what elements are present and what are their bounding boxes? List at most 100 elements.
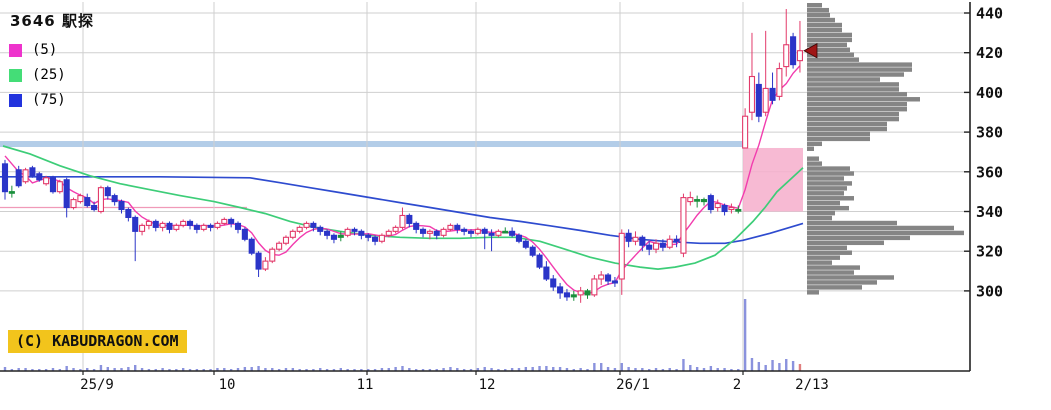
- candle-body: [522, 240, 529, 248]
- volume-bar: [106, 367, 109, 371]
- ma25-legend-label: (25): [32, 67, 66, 83]
- volume-bar: [401, 366, 404, 371]
- candle-body: [694, 199, 701, 202]
- candle-body: [241, 228, 248, 240]
- volume-bar: [24, 368, 27, 371]
- candlesticks-layer: [1, 9, 803, 303]
- candle-body: [659, 242, 666, 248]
- candle-body: [680, 197, 687, 254]
- volume-bar: [476, 368, 480, 371]
- volume-bar: [284, 368, 288, 371]
- volume-bar: [504, 369, 507, 371]
- volume-bar: [216, 368, 219, 371]
- candle-body: [159, 222, 166, 228]
- volume-bar: [3, 367, 7, 371]
- volume-bar: [702, 368, 706, 371]
- candle-body: [303, 222, 310, 228]
- volume-bar: [140, 368, 144, 371]
- volume-bar: [675, 369, 678, 371]
- candle-body: [262, 260, 269, 270]
- volume-bar: [387, 368, 390, 371]
- volume-bar: [538, 366, 541, 371]
- candle-body: [344, 228, 351, 236]
- candle-body: [145, 220, 152, 226]
- volume-bar: [99, 365, 103, 371]
- volume-bar: [695, 367, 699, 371]
- volume-profile-row: [807, 280, 877, 285]
- candle-body: [796, 50, 803, 62]
- volume-bar: [490, 368, 493, 371]
- x-axis-labels: 25/9 10 11 12 26/1 2 2/13: [80, 371, 829, 393]
- volume-bar: [449, 367, 452, 371]
- volume-profile-row: [807, 255, 840, 260]
- volume-bar: [785, 359, 788, 371]
- candle-body: [56, 181, 63, 193]
- candle-body: [413, 222, 420, 230]
- volume-bar: [44, 369, 48, 371]
- legend-item-ma75: (75): [9, 92, 66, 108]
- candle-body: [399, 214, 406, 228]
- volume-bar: [346, 369, 349, 371]
- volume-bar: [600, 363, 603, 371]
- volume-profile-row: [807, 270, 854, 275]
- volume-bar: [17, 368, 20, 371]
- candle-body: [118, 201, 125, 211]
- ma75-legend-swatch: [9, 93, 22, 107]
- x-axis-label: 2: [733, 377, 741, 393]
- volume-profile-row: [807, 12, 830, 18]
- volume-profile-row: [807, 186, 847, 191]
- volume-profile-row: [807, 87, 899, 92]
- volume-profile-row: [807, 166, 850, 171]
- volume-profile-row: [807, 7, 829, 13]
- volume-bar: [373, 369, 377, 371]
- candle-body: [605, 274, 612, 282]
- candle-body: [1, 163, 9, 193]
- candle-body: [351, 228, 358, 232]
- candle-body: [639, 236, 646, 246]
- candle-body: [15, 169, 22, 187]
- candle-body: [330, 234, 337, 240]
- volume-bar: [456, 368, 459, 371]
- candle-body: [433, 230, 440, 236]
- volume-bar: [312, 369, 315, 371]
- legend-item-ma25: (25): [9, 67, 66, 83]
- volume-profile-row: [807, 3, 822, 8]
- volume-bar: [175, 369, 178, 371]
- volume-bar: [367, 369, 370, 371]
- volume-bar: [798, 364, 802, 371]
- volume-bar: [10, 369, 14, 371]
- volume-bar: [168, 369, 171, 371]
- candle-body: [77, 195, 84, 203]
- date-gridlines: [82, 2, 744, 371]
- volume-bar: [161, 368, 164, 371]
- volume-bar: [558, 367, 562, 371]
- volume-bar: [682, 359, 685, 371]
- candle-body: [652, 242, 660, 250]
- volume-bar: [620, 363, 623, 371]
- candle-body: [406, 214, 413, 224]
- volume-bar: [380, 368, 384, 371]
- candle-body: [783, 44, 790, 68]
- volume-bar: [339, 368, 342, 371]
- volume-profile-row: [807, 196, 854, 201]
- volume-profile-row: [807, 176, 844, 181]
- volume-pane: [3, 299, 802, 371]
- volume-bar: [360, 369, 363, 371]
- volume-profile-row: [807, 52, 854, 57]
- candle-body: [419, 228, 427, 234]
- volume-bar: [791, 361, 795, 371]
- volume-bar: [606, 367, 610, 371]
- candle-body: [646, 244, 653, 250]
- volume-profile-row: [807, 37, 852, 43]
- resistance-band: [0, 141, 743, 148]
- volume-bar: [229, 369, 233, 371]
- candle-body: [529, 246, 536, 256]
- volume-bar: [51, 368, 55, 371]
- volume-bar: [613, 368, 617, 371]
- volume-profile-row: [807, 220, 897, 226]
- volume-profile-row: [807, 22, 842, 28]
- chart-title: 3646 駅探: [10, 12, 94, 30]
- volume-bar: [552, 367, 555, 371]
- volume-bar: [195, 369, 199, 371]
